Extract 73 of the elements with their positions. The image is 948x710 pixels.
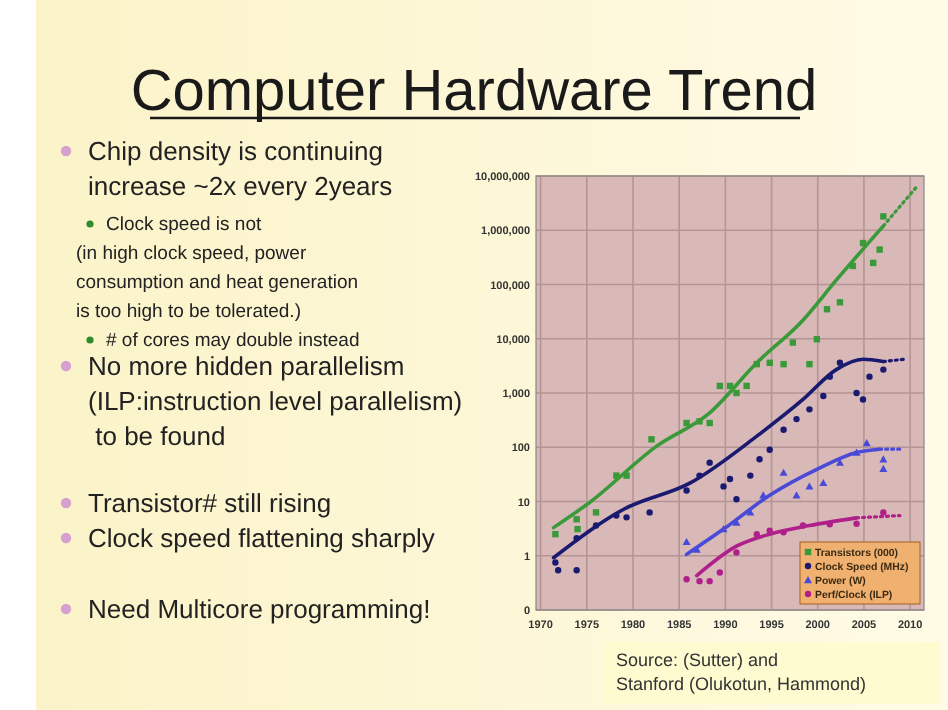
point [819, 478, 828, 487]
source-note: Source: (Sutter) and Stanford (Olukotun, Hammond) [616, 650, 867, 694]
point [780, 529, 787, 536]
text: No more hidden parallelism (ILP:instruction level parallelism) to be found [88, 351, 463, 451]
point [792, 491, 801, 499]
point [806, 406, 813, 413]
point [743, 382, 750, 390]
point [779, 468, 788, 476]
point [766, 446, 773, 453]
point [683, 575, 690, 583]
point [692, 545, 701, 553]
point [726, 475, 734, 483]
point [880, 213, 887, 220]
point [853, 389, 860, 397]
point [716, 569, 724, 576]
point [793, 415, 800, 423]
point [880, 366, 887, 373]
point [733, 549, 740, 556]
point [859, 396, 867, 403]
point [573, 516, 580, 523]
chart-title: Computer Hardware Trend [130, 60, 818, 124]
point [806, 360, 813, 368]
point [573, 535, 580, 542]
point [706, 577, 713, 585]
text: Transistor# still rising [88, 488, 332, 518]
point [780, 426, 787, 433]
point [733, 389, 740, 397]
point [706, 459, 713, 466]
point [592, 509, 600, 516]
point [592, 522, 600, 529]
point [552, 530, 559, 538]
point [780, 360, 787, 368]
text: Clock speed is not (in high clock speed, power consumption and heat generation is too high to be tolerated.) [76, 214, 359, 323]
point [880, 509, 887, 516]
text: # of cores may double instead [106, 330, 360, 352]
point [826, 373, 833, 380]
point [789, 339, 797, 346]
text: Need Multicore programming! [88, 594, 431, 624]
point [696, 472, 703, 479]
point [554, 567, 562, 574]
point [852, 448, 861, 456]
point [862, 438, 871, 447]
point [574, 525, 581, 533]
point [683, 487, 690, 494]
point [753, 530, 760, 538]
point [866, 373, 873, 380]
point [648, 436, 655, 443]
point [766, 527, 773, 534]
point [552, 559, 559, 566]
point [836, 359, 844, 367]
point [646, 509, 653, 516]
point [623, 514, 630, 521]
point [853, 520, 860, 527]
point [879, 464, 888, 473]
point [613, 512, 620, 519]
point [820, 392, 827, 400]
point [720, 483, 727, 490]
point [683, 419, 690, 427]
point [706, 419, 713, 427]
point [799, 522, 807, 529]
text: Chip density is continuing increase ~2x every 2years [88, 136, 394, 201]
text: Clock speed flattening sharply [88, 523, 436, 553]
point [696, 418, 703, 425]
point [613, 472, 620, 479]
point [682, 537, 691, 546]
point [623, 472, 630, 479]
point [876, 246, 883, 253]
point [573, 567, 580, 574]
point [805, 482, 814, 490]
point [696, 577, 703, 585]
point [747, 472, 754, 479]
point [756, 456, 763, 463]
point [733, 496, 740, 503]
